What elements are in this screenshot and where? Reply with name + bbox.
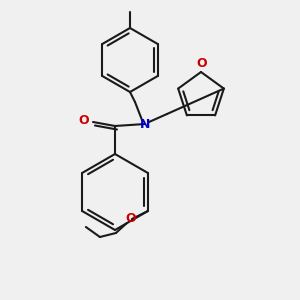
Text: O: O xyxy=(78,113,89,127)
Text: O: O xyxy=(126,212,136,226)
Text: O: O xyxy=(197,57,207,70)
Text: N: N xyxy=(140,118,150,130)
